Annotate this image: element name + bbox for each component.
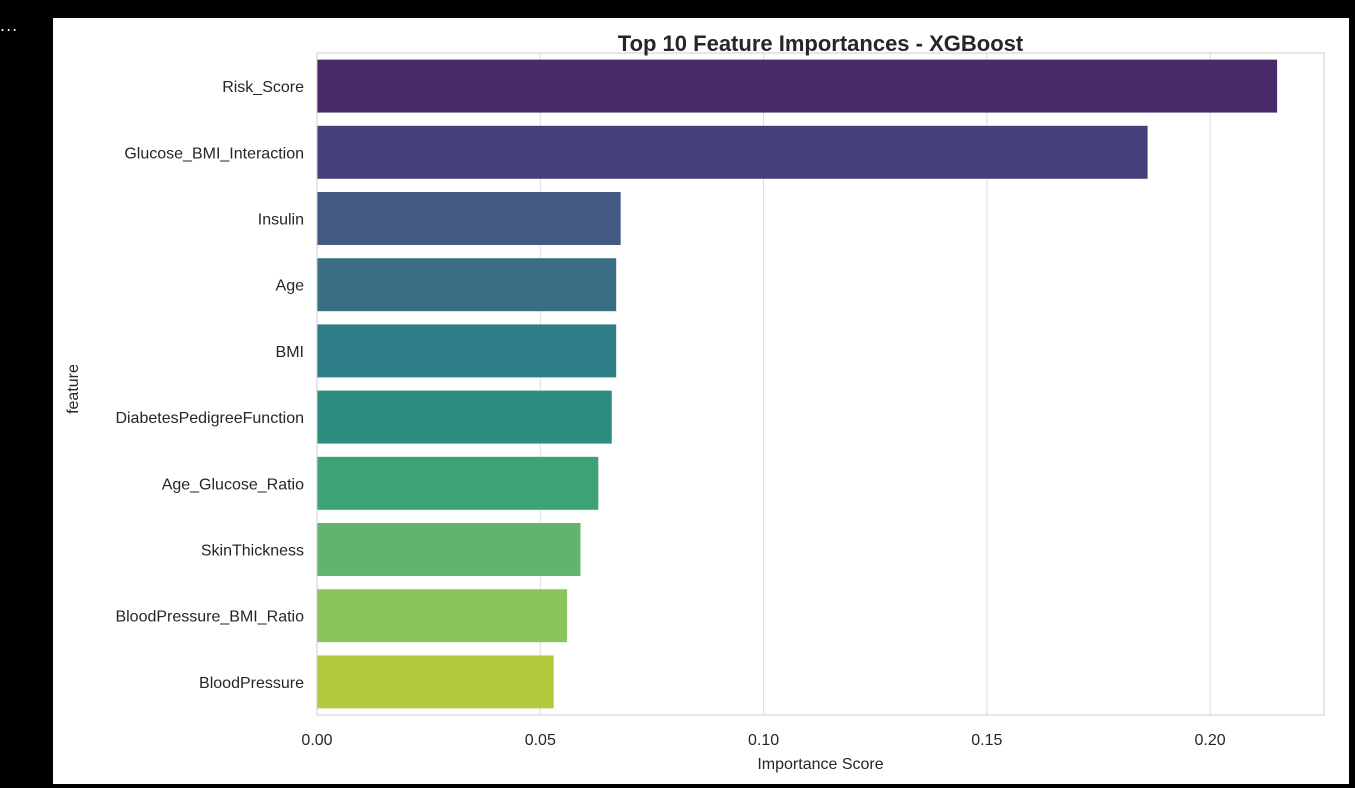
axes-frame [316,52,1325,716]
bars [317,59,1278,709]
bar [317,390,612,444]
chart-figure: Risk_Score Glucose_BMI_Interaction Insulin… [53,18,1349,784]
bar [317,59,1278,113]
bar [317,523,581,576]
x-tick-label: 0.20 [1195,732,1226,749]
bar [317,456,599,510]
x-tick-label: 0.10 [748,732,779,749]
chart-title: Top 10 Feature Importances - XGBoost [618,31,1024,56]
bar [317,655,554,709]
y-tick-label: DiabetesPedigreeFunction [115,410,304,427]
x-tick-label: 0.00 [301,732,332,749]
y-tick-label: SkinThickness [201,543,304,560]
bar [317,125,1148,179]
y-tick-label: BMI [276,344,304,361]
y-tick-label: Risk_Score [222,79,304,96]
y-tick-label: Insulin [258,212,304,229]
bar [317,589,568,643]
y-tick-label: BloodPressure_BMI_Ratio [115,609,304,626]
bar [317,258,617,312]
y-tick-label: Age [276,278,305,295]
x-axis-label: Importance Score [757,756,883,773]
y-tick-labels: Risk_Score Glucose_BMI_Interaction Insulin… [115,79,304,692]
y-tick-label: Age_Glucose_Ratio [162,476,304,493]
bar [317,324,617,378]
feature-importance-chart: Risk_Score Glucose_BMI_Interaction Insulin… [65,31,1325,773]
output-ellipsis: ... [0,16,19,35]
x-tick-label: 0.15 [971,732,1002,749]
y-tick-label: BloodPressure [199,675,304,692]
bar [317,192,621,245]
y-tick-label: Glucose_BMI_Interaction [124,145,304,162]
x-tick-label: 0.05 [525,732,556,749]
x-tick-labels: 0.00 0.05 0.10 0.15 0.20 [301,732,1225,749]
y-axis-label: feature [65,364,82,414]
